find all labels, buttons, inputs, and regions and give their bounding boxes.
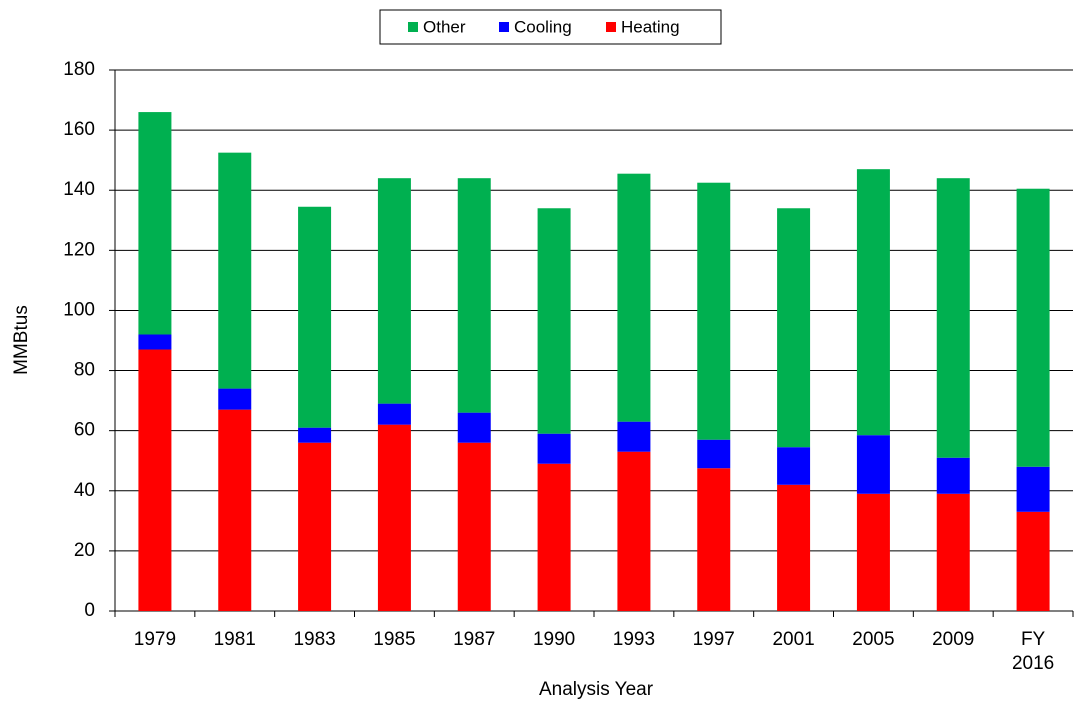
x-tick-label: 1993 bbox=[612, 629, 656, 650]
bar-segment bbox=[218, 409, 252, 611]
bar-segment bbox=[377, 178, 411, 404]
x-tick-label: 1981 bbox=[213, 629, 256, 650]
bar-segment bbox=[1016, 466, 1050, 512]
bar-segment bbox=[1016, 511, 1050, 611]
bar-segment bbox=[777, 208, 811, 448]
legend-label: Other bbox=[423, 17, 466, 36]
y-tick-label: 160 bbox=[63, 119, 95, 140]
x-tick-label: FY 2016 bbox=[1011, 629, 1055, 674]
y-tick-label: 0 bbox=[84, 600, 95, 621]
bar-segment bbox=[298, 206, 332, 428]
legend-swatch bbox=[408, 22, 418, 32]
x-tick-label: 1990 bbox=[532, 629, 576, 650]
bar-segment bbox=[697, 468, 731, 611]
x-tick-label: 1983 bbox=[293, 629, 336, 650]
bar-segment bbox=[777, 447, 811, 485]
bar-segment bbox=[537, 463, 571, 611]
bar-segment bbox=[138, 334, 172, 350]
y-axis-title: MMBtus bbox=[11, 305, 32, 375]
bar-segment bbox=[936, 493, 970, 611]
x-axis-title: Analysis Year bbox=[539, 679, 654, 700]
bar-segment bbox=[218, 388, 252, 410]
bar-segment bbox=[856, 169, 890, 436]
y-tick-label: 180 bbox=[63, 59, 95, 80]
bar-segment bbox=[138, 349, 172, 611]
bar-segment bbox=[936, 178, 970, 458]
x-tick-label: 2001 bbox=[772, 629, 815, 650]
bar-segment bbox=[777, 484, 811, 611]
y-tick-label: 20 bbox=[74, 540, 95, 561]
y-tick-label: 80 bbox=[74, 360, 95, 381]
x-tick-label: 2005 bbox=[852, 629, 895, 650]
bar-segment bbox=[856, 435, 890, 494]
y-tick-label: 120 bbox=[63, 239, 95, 260]
bar-segment bbox=[1016, 188, 1050, 467]
legend-swatch bbox=[606, 22, 616, 32]
bar-segment bbox=[697, 182, 731, 440]
bar-segment bbox=[298, 427, 332, 443]
bar-segment bbox=[617, 173, 651, 422]
y-tick-label: 100 bbox=[63, 299, 95, 320]
bar-segment bbox=[617, 451, 651, 611]
y-tick-label: 140 bbox=[63, 179, 95, 200]
bar-segment bbox=[298, 442, 332, 611]
bar-segment bbox=[537, 208, 571, 434]
x-tick-label: 1985 bbox=[373, 629, 416, 650]
x-tick-label: 1979 bbox=[133, 629, 177, 650]
y-tick-label: 60 bbox=[74, 420, 95, 441]
bar-segment bbox=[936, 457, 970, 494]
bar-segment bbox=[697, 439, 731, 469]
legend-label: Heating bbox=[621, 17, 680, 36]
bar-segment bbox=[617, 421, 651, 452]
bar-segment bbox=[537, 433, 571, 464]
x-tick-label: 2009 bbox=[932, 629, 975, 650]
bar-segment bbox=[856, 493, 890, 611]
legend-swatch bbox=[499, 22, 509, 32]
bar-segment bbox=[377, 403, 411, 425]
legend-label: Cooling bbox=[514, 17, 572, 36]
bar-segment bbox=[457, 442, 491, 611]
x-tick-label: 1987 bbox=[453, 629, 496, 650]
bar-segment bbox=[457, 412, 491, 443]
x-tick-label: 1997 bbox=[692, 629, 735, 650]
bar-segment bbox=[457, 178, 491, 413]
bar-segment bbox=[377, 424, 411, 611]
bar-segment bbox=[138, 112, 172, 335]
bar-segment bbox=[218, 152, 252, 389]
legend-box bbox=[379, 9, 722, 45]
y-tick-label: 40 bbox=[74, 480, 95, 501]
